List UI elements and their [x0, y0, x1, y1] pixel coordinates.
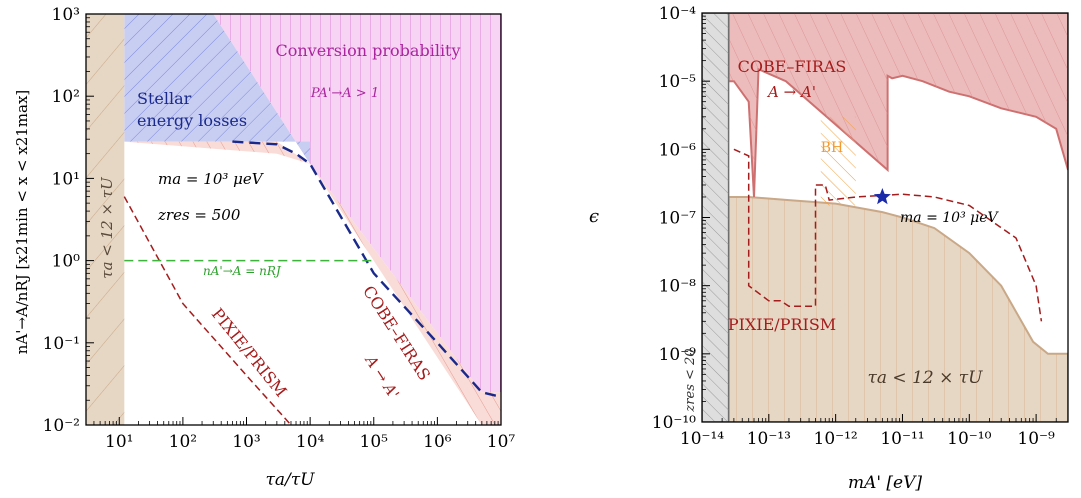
stellar-energy-losses-hatch: [124, 14, 311, 164]
cobe-firas-sublabel-right: A → A': [766, 83, 816, 101]
right-x-axis-label: mA' [eV]: [848, 473, 922, 493]
right-x-tick-label: 10⁻¹⁴: [680, 429, 724, 449]
left-y-axis-label: nA'→A/nRJ [x21min < x < x21max]: [13, 90, 31, 355]
n-rj-label: nA'→A = nRJ: [203, 264, 282, 278]
left-y-tick-label: 10³: [52, 5, 80, 25]
zres-label-right: zres < 20: [683, 348, 698, 412]
tau-limit-hatch-right: [728, 197, 1068, 422]
conversion-probability-condition: PA'→A > 1: [310, 86, 379, 101]
left-x-tick-label: 10⁷: [487, 432, 516, 452]
right-y-ticks: 10⁻¹⁰ 10⁻⁹ 10⁻⁸ 10⁻⁷ 10⁻⁶ 10⁻⁵ 10⁻⁴: [652, 4, 710, 433]
ma-label-right: ma = 10³ μeV: [900, 210, 1000, 226]
conversion-probability-hatch: [213, 14, 501, 393]
right-plot-area: [702, 13, 1068, 422]
left-y-tick-label: 10⁻¹: [43, 334, 80, 354]
cobe-firas-hatch-left: [124, 141, 501, 425]
left-x-tick-label: 10⁵: [360, 432, 389, 452]
right-y-tick-label: 10⁻⁹: [659, 345, 697, 365]
right-x-ticks: 10⁻¹⁴ 10⁻¹³ 10⁻¹² 10⁻¹¹ 10⁻¹⁰ 10⁻⁹: [680, 414, 1057, 449]
left-axes-frame: [85, 13, 502, 426]
cobe-firas-dashed-line: [232, 140, 501, 399]
left-y-ticks: 10⁻² 10⁻¹ 10⁰ 10¹ 10² 10³: [43, 5, 94, 436]
left-panel: 10¹ 10² 10³ 10⁴ 10⁵ 10⁶ 10⁷ 10⁻²10⁻¹10⁰10¹10²1…: [13, 5, 515, 490]
tau-limit-hatch-left: [86, 14, 125, 425]
ma-label-left: ma = 10³ μeV: [158, 170, 265, 188]
bh-region: [820, 116, 856, 206]
left-x-tick-label: 10¹: [105, 432, 133, 452]
bh-label: BH: [821, 140, 844, 156]
right-x-tick-label: 10⁻⁹: [1017, 429, 1055, 449]
cobe-firas-hatch-right: [728, 13, 1068, 197]
left-x-tick-label: 10⁴: [296, 432, 325, 452]
benchmark-star-marker: [873, 188, 891, 205]
left-y-tick-label: 10⁰: [52, 252, 81, 272]
pixie-prism-dashed-line-left: [123, 196, 292, 425]
right-y-tick-label: 10⁻⁷: [659, 209, 697, 229]
left-y-tick-label: 10²: [52, 87, 80, 107]
pixie-prism-label-right: PIXIE/PRISM: [728, 315, 836, 334]
tau-limit-label-right: τa < 12 × τU: [867, 368, 983, 388]
left-plot-area: [86, 14, 501, 425]
cobe-firas-label-right: COBE–FIRAS: [738, 57, 847, 76]
right-panel: 10⁻¹⁴ 10⁻¹³ 10⁻¹² 10⁻¹¹ 10⁻¹⁰ 10⁻⁹ 10⁻¹⁰10⁻⁹1…: [589, 4, 1069, 493]
left-y-tick-label: 10¹: [52, 169, 80, 189]
right-x-tick-label: 10⁻¹¹: [880, 429, 924, 449]
left-y-tick-label: 10⁻²: [43, 416, 80, 436]
right-y-tick-label: 10⁻⁶: [659, 140, 697, 160]
zres-hatch: [702, 13, 729, 422]
stellar-label-line2: energy losses: [137, 111, 247, 130]
right-y-tick-label: 10⁻⁸: [659, 277, 697, 297]
right-y-tick-label: 10⁻¹⁰: [652, 413, 696, 433]
right-y-axis-label: ϵ: [589, 206, 599, 227]
tau-limit-label-left: τa < 12 × τU: [98, 176, 116, 279]
right-x-tick-label: 10⁻¹²: [814, 429, 858, 449]
left-x-tick-label: 10³: [232, 432, 260, 452]
left-x-tick-label: 10⁶: [423, 432, 452, 452]
left-x-axis-label: τa/τU: [266, 470, 316, 490]
stellar-label-line1: Stellar: [137, 89, 192, 108]
zres-label-left: zres = 500: [157, 206, 241, 224]
right-y-tick-label: 10⁻⁴: [659, 4, 697, 24]
right-y-tick-label: 10⁻⁵: [659, 72, 697, 92]
right-x-tick-label: 10⁻¹³: [747, 429, 791, 449]
left-x-tick-label: 10²: [169, 432, 197, 452]
left-x-ticks: 10¹ 10² 10³ 10⁴ 10⁵ 10⁶ 10⁷: [93, 417, 516, 452]
right-x-tick-label: 10⁻¹⁰: [947, 429, 991, 449]
conversion-probability-label: Conversion probability: [275, 41, 460, 60]
